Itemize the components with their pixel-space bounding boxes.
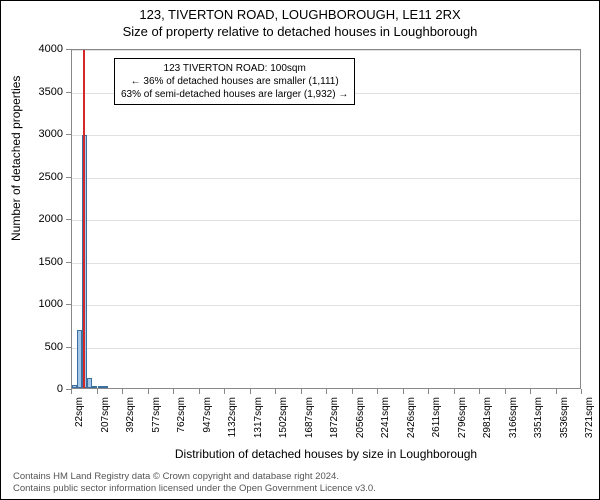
plot-area: 123 TIVERTON ROAD: 100sqm← 36% of detach… bbox=[71, 49, 581, 389]
x-tick bbox=[428, 389, 429, 394]
x-tick bbox=[122, 389, 123, 394]
x-tick-label: 1687sqm bbox=[304, 397, 315, 457]
x-tick-label: 1132sqm bbox=[227, 397, 238, 457]
annotation-box: 123 TIVERTON ROAD: 100sqm← 36% of detach… bbox=[114, 58, 355, 105]
x-tick bbox=[479, 389, 480, 394]
x-tick bbox=[71, 389, 72, 394]
x-tick bbox=[250, 389, 251, 394]
x-tick-label: 1317sqm bbox=[253, 397, 264, 457]
y-tick-label: 500 bbox=[23, 341, 63, 353]
x-tick bbox=[581, 389, 582, 394]
x-tick-label: 3721sqm bbox=[584, 397, 595, 457]
chart-container: 123, TIVERTON ROAD, LOUGHBOROUGH, LE11 2… bbox=[0, 0, 600, 500]
x-tick bbox=[505, 389, 506, 394]
x-tick bbox=[556, 389, 557, 394]
x-tick bbox=[97, 389, 98, 394]
y-tick bbox=[66, 219, 71, 220]
y-tick-label: 3000 bbox=[23, 128, 63, 140]
x-tick-label: 577sqm bbox=[151, 397, 162, 457]
gridline bbox=[72, 135, 580, 136]
y-tick-label: 2000 bbox=[23, 213, 63, 225]
chart-subtitle: Size of property relative to detached ho… bbox=[1, 24, 599, 39]
x-tick-label: 3166sqm bbox=[508, 397, 519, 457]
y-tick-label: 0 bbox=[23, 383, 63, 395]
x-tick bbox=[275, 389, 276, 394]
x-tick-label: 3351sqm bbox=[533, 397, 544, 457]
y-tick-label: 4000 bbox=[23, 43, 63, 55]
annotation-line: ← 36% of detached houses are smaller (1,… bbox=[121, 75, 348, 88]
footer-line-1: Contains HM Land Registry data © Crown c… bbox=[13, 471, 587, 483]
footer-line-2: Contains public sector information licen… bbox=[13, 483, 587, 495]
reference-line bbox=[83, 50, 85, 388]
annotation-line: 63% of semi-detached houses are larger (… bbox=[121, 88, 348, 101]
x-tick-label: 762sqm bbox=[176, 397, 187, 457]
y-tick bbox=[66, 262, 71, 263]
gridline bbox=[72, 50, 580, 51]
y-tick-label: 2500 bbox=[23, 171, 63, 183]
gridline bbox=[72, 220, 580, 221]
gridline bbox=[72, 305, 580, 306]
y-tick bbox=[66, 304, 71, 305]
histogram-bar bbox=[103, 386, 108, 388]
x-tick bbox=[377, 389, 378, 394]
chart-title: 123, TIVERTON ROAD, LOUGHBOROUGH, LE11 2… bbox=[1, 7, 599, 22]
x-tick bbox=[530, 389, 531, 394]
x-tick-label: 2796sqm bbox=[457, 397, 468, 457]
y-tick bbox=[66, 49, 71, 50]
y-tick-label: 1500 bbox=[23, 256, 63, 268]
x-tick-label: 1502sqm bbox=[278, 397, 289, 457]
y-tick bbox=[66, 347, 71, 348]
x-tick bbox=[454, 389, 455, 394]
x-axis-label: Distribution of detached houses by size … bbox=[71, 447, 581, 461]
x-tick-label: 2981sqm bbox=[482, 397, 493, 457]
gridline bbox=[72, 348, 580, 349]
x-tick-label: 1872sqm bbox=[329, 397, 340, 457]
y-tick bbox=[66, 177, 71, 178]
y-tick bbox=[66, 134, 71, 135]
x-tick bbox=[148, 389, 149, 394]
x-tick bbox=[199, 389, 200, 394]
x-tick-label: 392sqm bbox=[125, 397, 136, 457]
x-tick-label: 22sqm bbox=[74, 397, 85, 457]
x-tick bbox=[224, 389, 225, 394]
y-tick-label: 1000 bbox=[23, 298, 63, 310]
y-tick-label: 3500 bbox=[23, 86, 63, 98]
x-tick-label: 2611sqm bbox=[431, 397, 442, 457]
x-tick-label: 207sqm bbox=[100, 397, 111, 457]
x-tick bbox=[352, 389, 353, 394]
x-tick-label: 947sqm bbox=[202, 397, 213, 457]
x-tick bbox=[326, 389, 327, 394]
x-tick bbox=[173, 389, 174, 394]
x-tick bbox=[301, 389, 302, 394]
x-tick-label: 2056sqm bbox=[355, 397, 366, 457]
footer-attribution: Contains HM Land Registry data © Crown c… bbox=[13, 471, 587, 495]
x-tick-label: 3536sqm bbox=[559, 397, 570, 457]
y-tick bbox=[66, 92, 71, 93]
gridline bbox=[72, 178, 580, 179]
gridline bbox=[72, 263, 580, 264]
y-axis-label: Number of detached properties bbox=[9, 211, 23, 241]
annotation-line: 123 TIVERTON ROAD: 100sqm bbox=[121, 62, 348, 75]
x-tick-label: 2426sqm bbox=[406, 397, 417, 457]
x-tick-label: 2241sqm bbox=[380, 397, 391, 457]
x-tick bbox=[403, 389, 404, 394]
